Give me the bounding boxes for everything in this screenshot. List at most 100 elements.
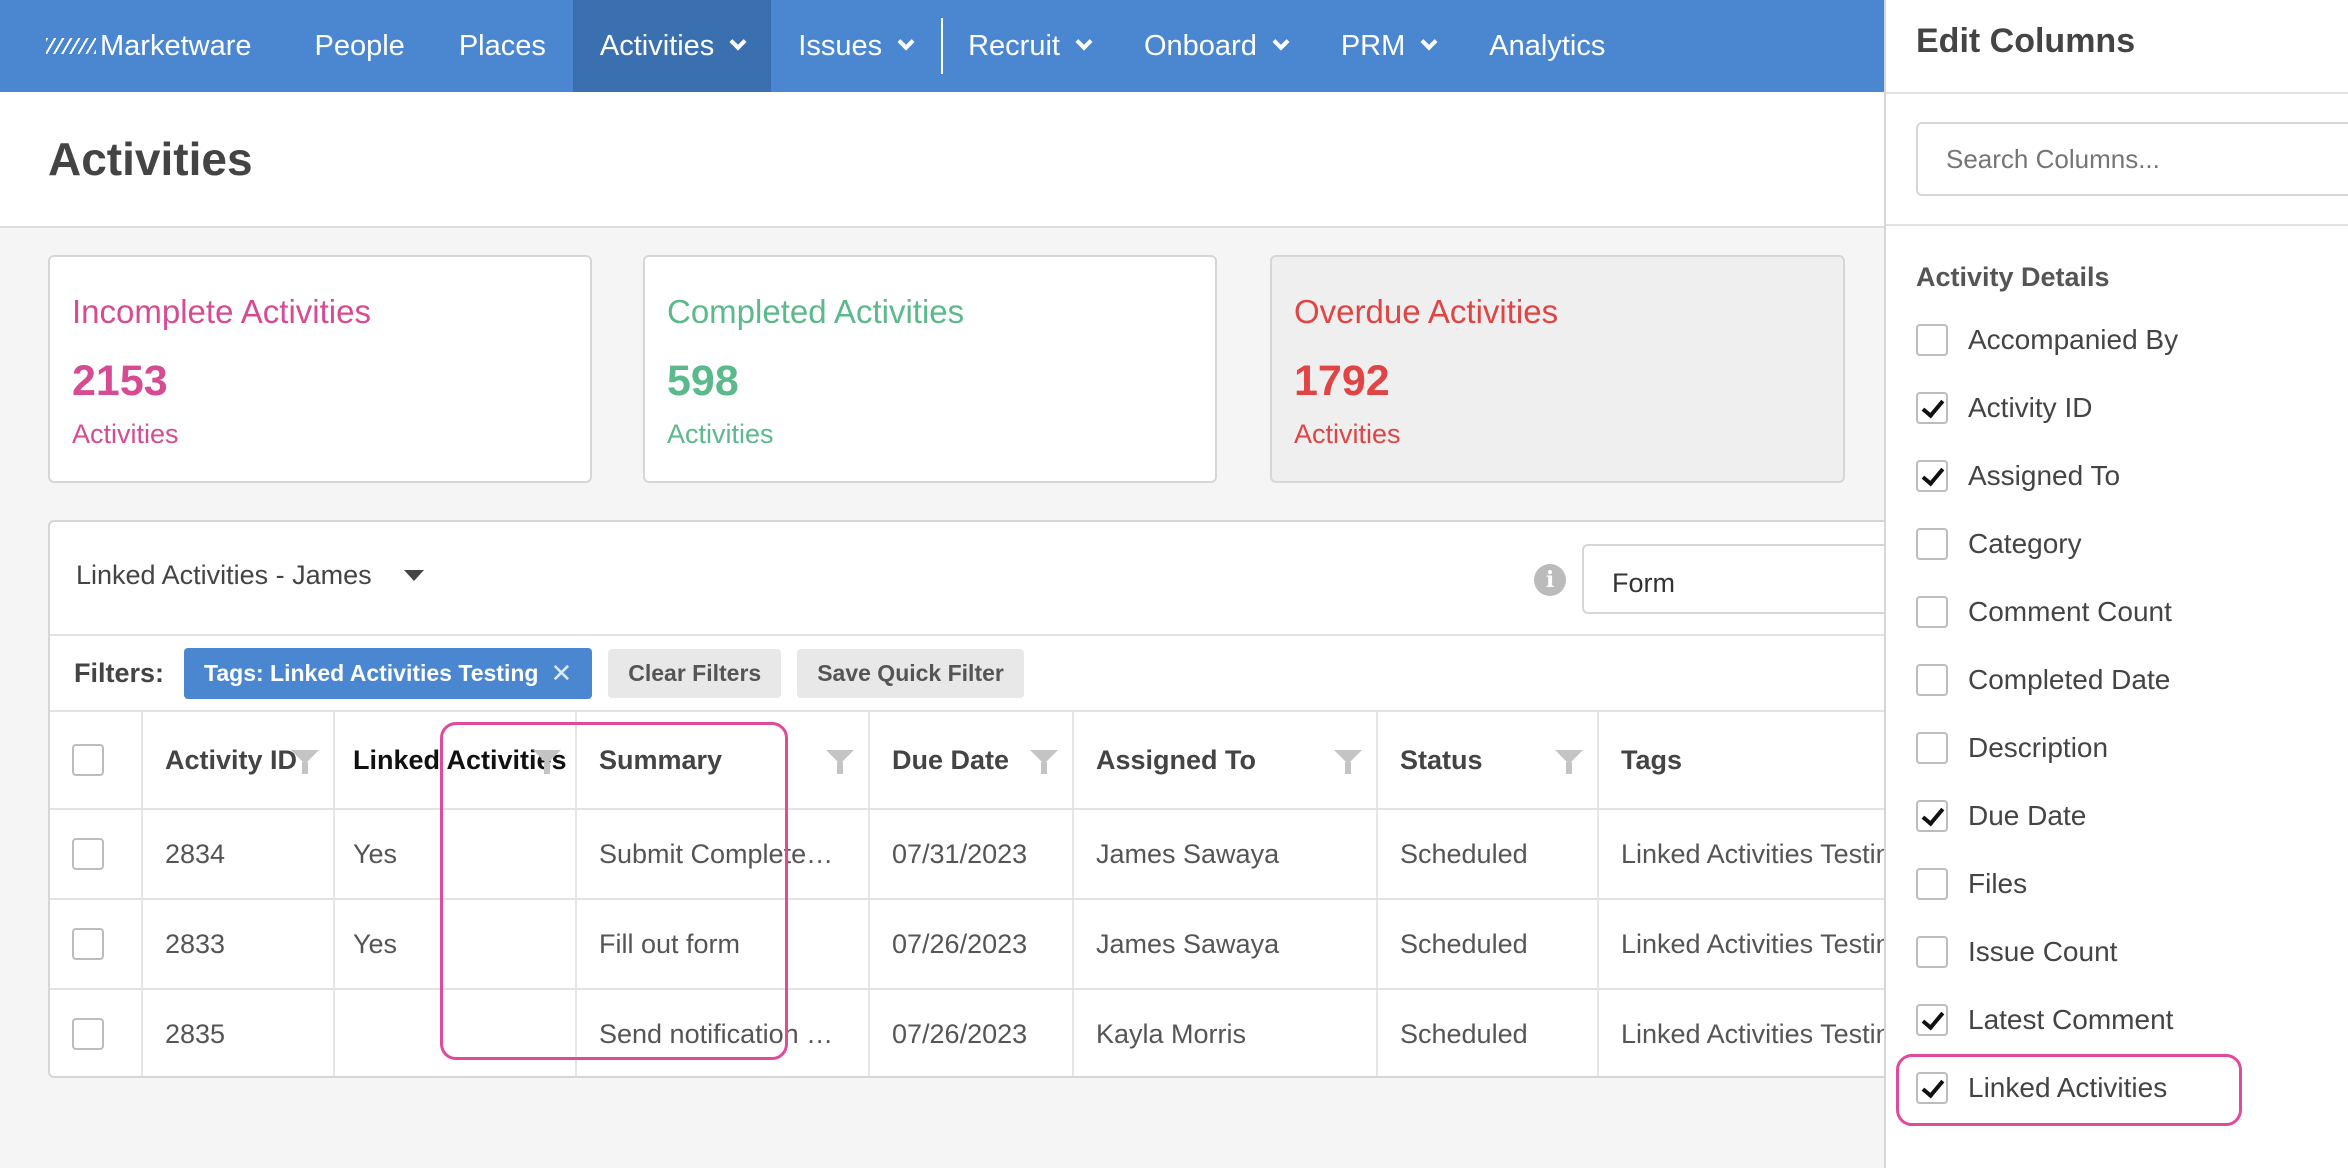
chevron-down-icon	[729, 33, 747, 51]
cell-due-date: 07/31/2023	[870, 810, 1074, 898]
overdue-activities-card[interactable]: Overdue Activities 1792 Activities	[1270, 255, 1845, 483]
nav-places[interactable]: Places	[432, 0, 573, 92]
chevron-down-icon	[1075, 33, 1093, 51]
cell-tags: Linked Activities Testing	[1599, 900, 1886, 988]
unchecked-checkbox[interactable]	[1916, 324, 1948, 356]
cell-activity-id: 2834	[143, 810, 335, 898]
saved-view-dropdown[interactable]: Linked Activities - James	[76, 560, 424, 591]
column-option[interactable]: Linked Activities	[1916, 1068, 2167, 1108]
card-count: 1792	[1294, 357, 1390, 405]
unchecked-checkbox[interactable]	[1916, 664, 1948, 696]
column-header-label: Due Date	[892, 744, 1010, 775]
column-option-label: Description	[1968, 732, 2109, 763]
cell-summary[interactable]: Submit Complete…	[577, 810, 870, 898]
nav-people-label: People	[314, 29, 405, 62]
save-quick-filter-button[interactable]: Save Quick Filter	[797, 648, 1024, 698]
column-option-label: Assigned To	[1968, 460, 2121, 491]
card-count: 598	[667, 357, 739, 405]
cell-summary[interactable]: Send notification …	[577, 990, 870, 1076]
column-option[interactable]: Description	[1916, 728, 2108, 768]
cell-status: Scheduled	[1378, 900, 1599, 988]
column-option[interactable]: Issue Count	[1916, 932, 2117, 972]
page-header: Activities	[0, 92, 1884, 228]
filter-chip-label: Tags: Linked Activities Testing	[204, 659, 539, 686]
nav-people[interactable]: People	[288, 0, 432, 92]
saved-view-label: Linked Activities - James	[76, 560, 372, 590]
column-header-due-date[interactable]: Due Date	[870, 712, 1074, 808]
nav-onboard[interactable]: Onboard	[1117, 0, 1314, 92]
filter-icon[interactable]	[291, 750, 319, 774]
incomplete-activities-card[interactable]: Incomplete Activities 2153 Activities	[48, 255, 592, 483]
filter-icon[interactable]	[1030, 750, 1058, 774]
column-option[interactable]: Accompanied By	[1916, 320, 2178, 360]
column-header-label: Assigned To	[1096, 744, 1257, 775]
nav-activities[interactable]: Activities	[572, 0, 772, 92]
checked-checkbox[interactable]	[1916, 460, 1948, 492]
row-checkbox[interactable]	[72, 838, 104, 870]
nav-analytics[interactable]: Analytics	[1462, 0, 1632, 92]
unchecked-checkbox[interactable]	[1916, 868, 1948, 900]
chevron-down-icon	[1272, 33, 1290, 51]
column-option-label: Category	[1968, 528, 2082, 559]
filter-bar: Filters: Tags: Linked Activities Testing…	[50, 634, 1886, 712]
column-header-activity-id[interactable]: Activity ID	[143, 712, 335, 808]
column-header-linked-activities[interactable]: Linked Activities	[335, 712, 577, 808]
close-icon[interactable]: ✕	[550, 657, 573, 688]
unchecked-checkbox[interactable]	[1916, 528, 1948, 560]
cell-summary[interactable]: Fill out form	[577, 900, 870, 988]
nav-recruit[interactable]: Recruit	[941, 0, 1117, 92]
column-option-label: Accompanied By	[1968, 324, 2179, 355]
checked-checkbox[interactable]	[1916, 1004, 1948, 1036]
nav-prm[interactable]: PRM	[1314, 0, 1462, 92]
active-filter-chip[interactable]: Tags: Linked Activities Testing ✕	[184, 647, 593, 699]
clear-filters-button[interactable]: Clear Filters	[608, 648, 782, 698]
table-row[interactable]: 2834 Yes Submit Complete… 07/31/2023 Jam…	[50, 810, 1886, 900]
edit-columns-drawer: Edit Columns Activity Details Accompanie…	[1884, 0, 2348, 1168]
info-icon[interactable]: i	[1534, 564, 1566, 596]
chevron-down-icon	[1420, 33, 1438, 51]
column-header-summary[interactable]: Summary	[577, 712, 870, 808]
unchecked-checkbox[interactable]	[1916, 596, 1948, 628]
filter-icon[interactable]	[533, 750, 561, 774]
filter-icon[interactable]	[1334, 750, 1362, 774]
top-navigation: Marketware People Places Activities Issu…	[0, 0, 1884, 92]
column-option[interactable]: Latest Comment	[1916, 1000, 2173, 1040]
filter-icon[interactable]	[1555, 750, 1583, 774]
column-option[interactable]: Comment Count	[1916, 592, 2172, 632]
column-header-label: Tags	[1621, 744, 1683, 775]
table-row[interactable]: 2835 Send notification … 07/26/2023 Kayl…	[50, 990, 1886, 1076]
cell-assigned-to: Kayla Morris	[1074, 990, 1378, 1076]
column-option[interactable]: Assigned To	[1916, 456, 2120, 496]
column-option[interactable]: Category	[1916, 524, 2082, 564]
row-checkbox[interactable]	[72, 1018, 104, 1050]
column-option[interactable]: Due Date	[1916, 796, 2086, 836]
column-header-status[interactable]: Status	[1378, 712, 1599, 808]
column-option[interactable]: Completed Date	[1916, 660, 2170, 700]
checked-checkbox[interactable]	[1916, 392, 1948, 424]
checked-checkbox[interactable]	[1916, 800, 1948, 832]
column-header-assigned-to[interactable]: Assigned To	[1074, 712, 1378, 808]
filter-icon[interactable]	[826, 750, 854, 774]
nav-activities-label: Activities	[599, 29, 715, 62]
section-title: Activity Details	[1916, 262, 2110, 292]
column-header-label: Activity ID	[165, 744, 298, 775]
page-title: Activities	[48, 133, 253, 185]
column-header-tags[interactable]: Tags	[1599, 712, 1886, 808]
search-columns-input[interactable]	[1916, 122, 2348, 196]
card-title: Completed Activities	[667, 293, 965, 330]
select-all-checkbox[interactable]	[72, 744, 104, 776]
row-checkbox[interactable]	[72, 928, 104, 960]
unchecked-checkbox[interactable]	[1916, 732, 1948, 764]
column-option[interactable]: Activity ID	[1916, 388, 2092, 428]
completed-activities-card[interactable]: Completed Activities 598 Activities	[643, 255, 1217, 483]
form-selector-input[interactable]: Form	[1582, 544, 1886, 614]
column-option-label: Comment Count	[1968, 596, 2172, 627]
column-option-label: Files	[1968, 868, 2028, 899]
brand-logo[interactable]: Marketware	[46, 30, 252, 63]
row-select-cell	[50, 990, 143, 1076]
nav-issues[interactable]: Issues	[771, 0, 939, 92]
column-option[interactable]: Files	[1916, 864, 2027, 904]
unchecked-checkbox[interactable]	[1916, 936, 1948, 968]
table-row[interactable]: 2833 Yes Fill out form 07/26/2023 James …	[50, 900, 1886, 990]
checked-checkbox[interactable]	[1916, 1072, 1948, 1104]
